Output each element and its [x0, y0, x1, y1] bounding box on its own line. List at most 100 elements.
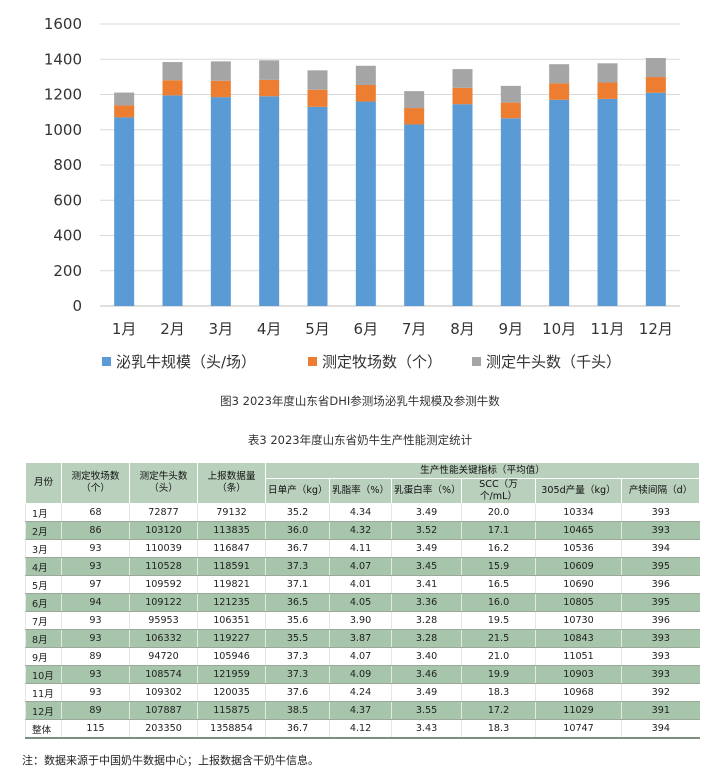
- cell-farms: 93: [61, 665, 130, 684]
- cell-month: 8月: [25, 629, 62, 648]
- cell-protein-rate: 3.28: [391, 629, 462, 648]
- cell-farms: 89: [61, 647, 130, 666]
- cell-daily-yield: 38.5: [265, 701, 330, 720]
- cell-calving-interval: 393: [620, 629, 700, 648]
- cell-cows: 110039: [129, 539, 198, 558]
- cell-calving-interval: 396: [620, 611, 700, 630]
- table-row: 10月 93 108574 121959 37.3 4.09 3.46 19.9 10903 39…: [25, 665, 700, 684]
- header-month: 月份: [25, 462, 62, 504]
- cell-fat-rate: 4.32: [329, 521, 392, 540]
- cell-farms: 68: [61, 503, 130, 522]
- cell-305d-yield: 10730: [535, 611, 622, 630]
- bar-segment-series-0: [162, 95, 183, 306]
- x-tick-label: 12月: [639, 320, 673, 338]
- cell-daily-yield: 36.0: [265, 521, 330, 540]
- bar-segment-series-1: [549, 83, 570, 100]
- cell-daily-yield: 37.3: [265, 665, 330, 684]
- cell-protein-rate: 3.49: [391, 539, 462, 558]
- cell-month: 12月: [25, 701, 62, 720]
- cell-month: 3月: [25, 539, 62, 558]
- y-tick-label: 800: [53, 156, 82, 174]
- header-calving-interval: 产犊间隔（d）: [620, 478, 701, 504]
- y-tick-label: 600: [53, 191, 82, 209]
- cell-305d-yield: 10843: [535, 629, 622, 648]
- table-row: 2月 86 103120 113835 36.0 4.32 3.52 17.1 10465 393: [25, 521, 700, 540]
- cell-farms: 89: [61, 701, 130, 720]
- cell-cows: 94720: [129, 647, 198, 666]
- cell-reported: 121235: [197, 593, 266, 612]
- cell-scc: 21.0: [461, 647, 536, 666]
- cell-fat-rate: 4.24: [329, 683, 392, 702]
- cell-farms: 97: [61, 575, 130, 594]
- bar-segment-series-2: [355, 65, 376, 85]
- cell-protein-rate: 3.49: [391, 683, 462, 702]
- cell-protein-rate: 3.36: [391, 593, 462, 612]
- bar-segment-series-0: [452, 104, 473, 306]
- cell-daily-yield: 36.7: [265, 539, 330, 558]
- y-tick-label: 200: [53, 262, 82, 280]
- cell-farms: 115: [61, 719, 130, 739]
- cell-calving-interval: 393: [620, 503, 700, 522]
- cell-reported: 116847: [197, 539, 266, 558]
- cell-fat-rate: 4.11: [329, 539, 392, 558]
- table-body: 1月 68 72877 79132 35.2 4.34 3.49 20.0 10334 393 2月…: [25, 503, 700, 739]
- x-tick-label: 11月: [590, 320, 624, 338]
- table-row: 3月 93 110039 116847 36.7 4.11 3.49 16.2 10536 394: [25, 539, 700, 558]
- cell-cows: 109122: [129, 593, 198, 612]
- bar-segment-series-0: [597, 98, 618, 306]
- legend-label: 测定牛头数（千头）: [486, 353, 621, 371]
- cell-305d-yield: 10609: [535, 557, 622, 576]
- cell-calving-interval: 391: [620, 701, 700, 720]
- cell-305d-yield: 10968: [535, 683, 622, 702]
- bar-segment-series-0: [500, 118, 521, 306]
- cell-month: 5月: [25, 575, 62, 594]
- x-tick-label: 10月: [542, 320, 576, 338]
- x-tick-label: 6月: [354, 320, 379, 338]
- cell-reported: 79132: [197, 503, 266, 522]
- legend-label: 泌乳牛规模（头/场）: [116, 353, 256, 371]
- cell-reported: 1358854: [197, 719, 266, 739]
- cell-calving-interval: 393: [620, 521, 700, 540]
- cell-month: 10月: [25, 665, 62, 684]
- bar-segment-series-0: [210, 97, 231, 306]
- cell-fat-rate: 4.07: [329, 557, 392, 576]
- legend-swatch: [472, 357, 481, 366]
- cell-calving-interval: 393: [620, 647, 700, 666]
- cell-reported: 115875: [197, 701, 266, 720]
- x-tick-label: 2月: [160, 320, 185, 338]
- bar-segment-series-0: [645, 92, 666, 306]
- cell-scc: 16.2: [461, 539, 536, 558]
- cell-cows: 95953: [129, 611, 198, 630]
- cell-calving-interval: 395: [620, 557, 700, 576]
- cell-305d-yield: 10690: [535, 575, 622, 594]
- cell-reported: 120035: [197, 683, 266, 702]
- cell-305d-yield: 10334: [535, 503, 622, 522]
- cell-scc: 15.9: [461, 557, 536, 576]
- cell-daily-yield: 37.6: [265, 683, 330, 702]
- cell-reported: 121959: [197, 665, 266, 684]
- cell-cows: 107887: [129, 701, 198, 720]
- bar-segment-series-2: [114, 92, 135, 106]
- cell-protein-rate: 3.28: [391, 611, 462, 630]
- cell-daily-yield: 37.1: [265, 575, 330, 594]
- cell-month: 7月: [25, 611, 62, 630]
- bar-segment-series-0: [355, 101, 376, 306]
- header-farms: 测定牧场数（个）: [61, 462, 130, 504]
- table-row: 1月 68 72877 79132 35.2 4.34 3.49 20.0 10334 393: [25, 503, 700, 522]
- cell-farms: 86: [61, 521, 130, 540]
- cell-scc: 16.5: [461, 575, 536, 594]
- cell-cows: 103120: [129, 521, 198, 540]
- y-tick-label: 0: [72, 297, 82, 315]
- cell-reported: 119227: [197, 629, 266, 648]
- x-tick-label: 4月: [257, 320, 282, 338]
- bar-segment-series-1: [645, 77, 666, 93]
- table-row: 8月 93 106332 119227 35.5 3.87 3.28 21.5 10843 393: [25, 629, 700, 648]
- cell-305d-yield: 10747: [535, 719, 622, 739]
- cell-protein-rate: 3.40: [391, 647, 462, 666]
- bar-segment-series-2: [259, 60, 280, 80]
- bar-segment-series-2: [452, 69, 473, 88]
- cell-305d-yield: 10805: [535, 593, 622, 612]
- cell-calving-interval: 393: [620, 665, 700, 684]
- cell-farms: 93: [61, 557, 130, 576]
- cell-daily-yield: 37.3: [265, 557, 330, 576]
